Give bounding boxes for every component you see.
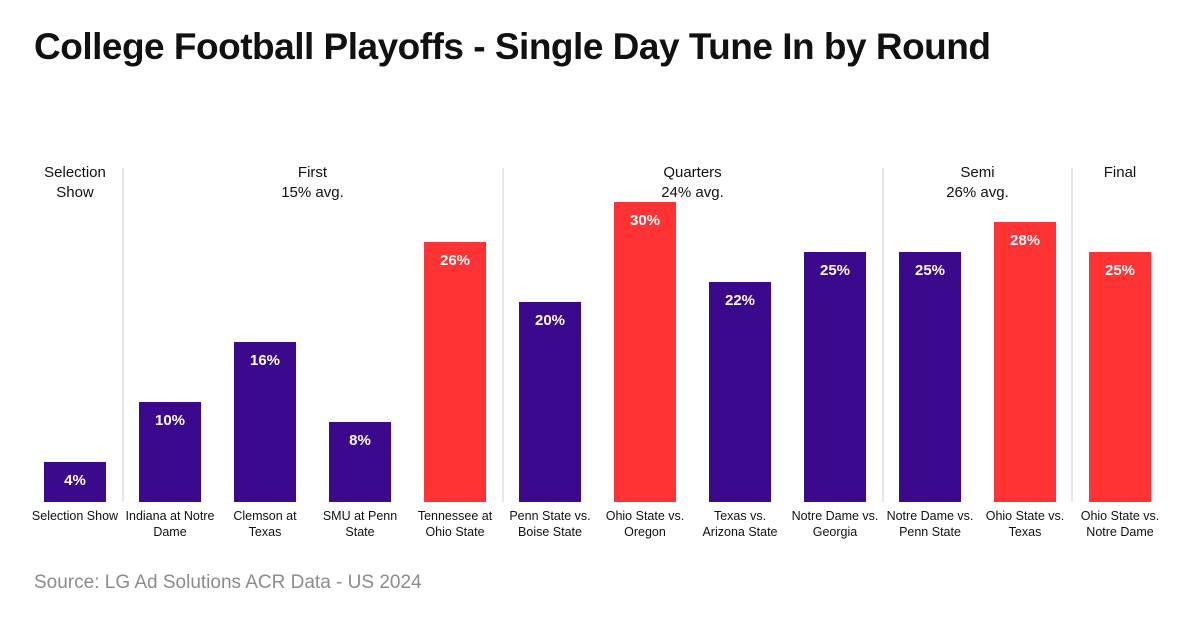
group-name-label: Quarters	[663, 164, 721, 181]
category-label: Notre Dame vs.	[792, 509, 879, 523]
bar	[139, 402, 201, 502]
bar-value-label: 20%	[535, 312, 565, 329]
bar-value-label: 25%	[820, 262, 850, 279]
category-label: Texas vs.	[714, 509, 766, 523]
bar-value-label: 28%	[1010, 232, 1040, 249]
category-label: Ohio State	[425, 525, 484, 539]
group-avg-label: 15% avg.	[281, 184, 344, 201]
category-label: Clemson at	[233, 509, 297, 523]
bar	[804, 252, 866, 502]
bar	[519, 302, 581, 502]
category-label: Indiana at Notre	[126, 509, 215, 523]
category-label: SMU at Penn	[323, 509, 397, 523]
group-name-label: Semi	[960, 164, 994, 181]
category-label: Penn State	[899, 525, 961, 539]
bar-value-label: 10%	[155, 412, 185, 429]
category-label: Selection Show	[32, 509, 119, 523]
category-label: Penn State vs.	[509, 509, 590, 523]
group-name-label: Final	[1104, 164, 1137, 181]
bar-value-label: 26%	[440, 252, 470, 269]
group-avg-label: 24% avg.	[661, 184, 724, 201]
source-note: Source: LG Ad Solutions ACR Data - US 20…	[34, 572, 422, 593]
group-name-label: Selection	[44, 164, 106, 181]
bar	[994, 222, 1056, 502]
bar	[709, 282, 771, 502]
category-label: Georgia	[813, 525, 858, 539]
bar	[1089, 252, 1151, 502]
category-label: Arizona State	[702, 525, 777, 539]
group-name-label: Show	[56, 184, 94, 201]
bar-value-label: 4%	[64, 472, 86, 489]
category-label: Notre Dame vs.	[887, 509, 974, 523]
category-label: Texas	[1009, 525, 1042, 539]
chart-title: College Football Playoffs - Single Day T…	[34, 26, 991, 67]
bar-value-label: 22%	[725, 292, 755, 309]
category-label: Oregon	[624, 525, 666, 539]
category-label: Boise State	[518, 525, 582, 539]
bar-value-label: 25%	[915, 262, 945, 279]
category-label: State	[345, 525, 374, 539]
category-label: Ohio State vs.	[986, 509, 1065, 523]
bar	[44, 462, 106, 502]
category-label: Notre Dame	[1086, 525, 1153, 539]
category-label: Texas	[249, 525, 282, 539]
category-label: Dame	[153, 525, 186, 539]
bar	[234, 342, 296, 502]
bar	[424, 242, 486, 502]
category-label: Tennessee at	[418, 509, 493, 523]
group-name-label: First	[298, 164, 328, 181]
bar	[329, 422, 391, 502]
bar	[899, 252, 961, 502]
bar-value-label: 16%	[250, 352, 280, 369]
bar	[614, 202, 676, 502]
bar-value-label: 25%	[1105, 262, 1135, 279]
category-label: Ohio State vs.	[606, 509, 685, 523]
category-label: Ohio State vs.	[1081, 509, 1160, 523]
bar-value-label: 8%	[349, 432, 371, 449]
group-avg-label: 26% avg.	[946, 184, 1009, 201]
bar-value-label: 30%	[630, 212, 660, 229]
